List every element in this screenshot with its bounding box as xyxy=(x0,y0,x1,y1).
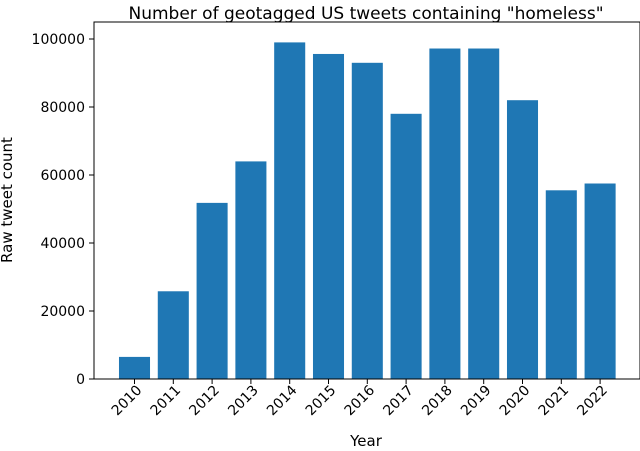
bar-2014 xyxy=(274,42,306,380)
x-tick-label-2012: 2012 xyxy=(186,383,223,420)
bar-2015 xyxy=(312,53,345,380)
y-tick-label-0: 0 xyxy=(76,372,85,388)
x-tick-label-2019: 2019 xyxy=(458,383,495,420)
y-axis-label: Raw tweet count xyxy=(0,137,16,263)
bar-2018 xyxy=(429,48,461,380)
x-tick-label-2011: 2011 xyxy=(148,383,185,420)
x-tick-label-2021: 2021 xyxy=(536,383,573,420)
y-tick-label-40000: 40000 xyxy=(40,236,85,252)
x-tick-label-2017: 2017 xyxy=(380,383,417,420)
x-tick-label-2022: 2022 xyxy=(574,383,611,420)
bar-2020 xyxy=(506,100,539,379)
x-tick-label-2015: 2015 xyxy=(303,383,340,420)
bar-2011 xyxy=(157,291,189,379)
bar-2012 xyxy=(196,202,228,379)
x-axis-label: Year xyxy=(349,432,383,450)
bar-2022 xyxy=(584,183,616,379)
x-tick-label-2016: 2016 xyxy=(342,382,379,419)
x-tick-label-2010: 2010 xyxy=(109,383,146,420)
y-tick-label-100000: 100000 xyxy=(32,32,85,48)
y-tick-label-20000: 20000 xyxy=(40,304,85,320)
y-tick-label-80000: 80000 xyxy=(40,100,85,116)
x-tick-label-2018: 2018 xyxy=(419,383,456,420)
y-axis: 0 20000 40000 60000 80000 100000 xyxy=(32,32,94,388)
y-tick-label-60000: 60000 xyxy=(40,168,85,184)
x-axis: 2010 2011 2012 2013 2014 2015 2016 2017 2018 2019… xyxy=(109,379,611,419)
bar-2010 xyxy=(118,356,151,379)
chart-title: Number of geotagged US tweets containing… xyxy=(128,4,603,24)
bar-2021 xyxy=(545,190,577,379)
bar-2016 xyxy=(351,62,383,380)
x-tick-label-2014: 2014 xyxy=(264,382,301,419)
bar-2017 xyxy=(390,113,422,380)
bar-2019 xyxy=(468,48,500,380)
x-tick-label-2020: 2020 xyxy=(497,383,534,420)
bar-2013 xyxy=(235,161,267,379)
x-tick-label-2013: 2013 xyxy=(225,383,262,420)
bars-group xyxy=(118,42,616,380)
